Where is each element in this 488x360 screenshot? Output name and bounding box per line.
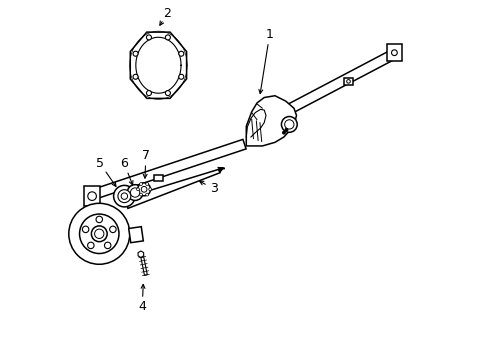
Circle shape xyxy=(141,186,147,192)
Text: 7: 7 xyxy=(142,149,150,162)
Circle shape xyxy=(82,226,89,233)
Circle shape xyxy=(146,35,151,40)
Circle shape xyxy=(285,129,287,131)
Circle shape xyxy=(96,216,102,223)
Circle shape xyxy=(88,192,96,201)
Text: 1: 1 xyxy=(265,28,273,41)
Circle shape xyxy=(87,242,94,249)
Circle shape xyxy=(148,188,151,191)
Polygon shape xyxy=(285,52,391,114)
Polygon shape xyxy=(128,227,143,243)
Polygon shape xyxy=(246,96,296,146)
Polygon shape xyxy=(141,257,147,275)
Circle shape xyxy=(145,183,148,185)
Circle shape xyxy=(104,242,111,249)
Circle shape xyxy=(284,120,293,129)
Circle shape xyxy=(281,117,297,132)
Circle shape xyxy=(118,190,131,203)
Circle shape xyxy=(133,51,138,56)
Circle shape xyxy=(109,226,116,233)
Circle shape xyxy=(179,74,183,79)
Text: 6: 6 xyxy=(120,157,128,170)
Circle shape xyxy=(94,229,104,238)
Circle shape xyxy=(130,188,140,197)
Polygon shape xyxy=(84,186,100,206)
Circle shape xyxy=(139,193,142,196)
Circle shape xyxy=(136,188,139,191)
Circle shape xyxy=(346,80,349,83)
Circle shape xyxy=(133,74,138,79)
Circle shape xyxy=(179,51,183,56)
Text: 3: 3 xyxy=(210,183,218,195)
Polygon shape xyxy=(154,175,163,181)
Circle shape xyxy=(80,214,119,253)
Text: 5: 5 xyxy=(96,157,104,170)
Circle shape xyxy=(69,203,129,264)
Circle shape xyxy=(165,91,170,96)
Circle shape xyxy=(113,185,135,207)
Circle shape xyxy=(391,50,396,55)
Polygon shape xyxy=(344,78,352,85)
Polygon shape xyxy=(130,32,186,98)
Circle shape xyxy=(91,226,107,242)
Circle shape xyxy=(145,193,148,196)
Circle shape xyxy=(121,193,127,199)
Polygon shape xyxy=(138,251,143,257)
Circle shape xyxy=(137,183,150,196)
Circle shape xyxy=(139,183,142,185)
Polygon shape xyxy=(92,139,245,199)
Polygon shape xyxy=(124,169,220,208)
Polygon shape xyxy=(386,44,401,61)
Circle shape xyxy=(127,185,142,201)
Circle shape xyxy=(165,35,170,40)
Circle shape xyxy=(146,91,151,96)
Circle shape xyxy=(282,131,285,134)
Text: 4: 4 xyxy=(138,300,146,313)
Text: 2: 2 xyxy=(163,7,171,20)
